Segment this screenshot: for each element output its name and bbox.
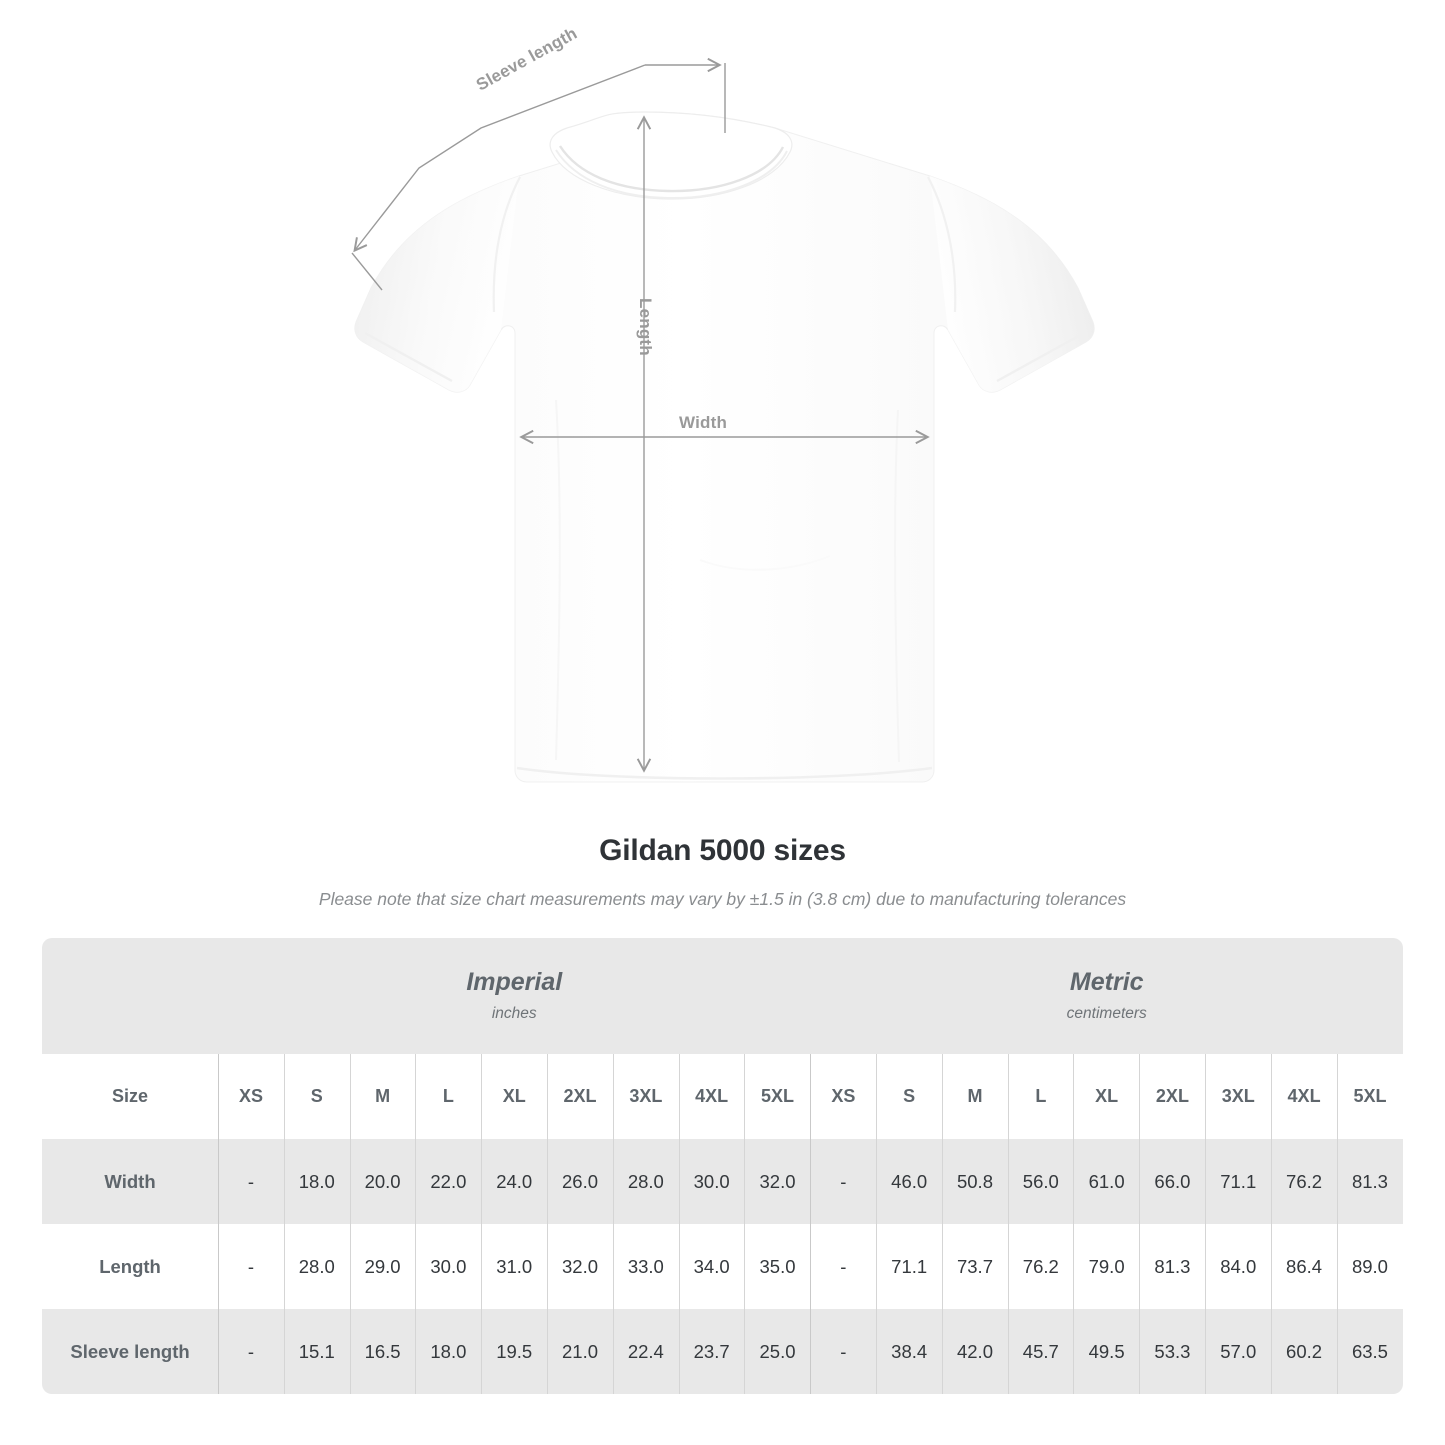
size-header-imperial-5xl: 5XL — [744, 1054, 811, 1139]
cell-length-metric-3xl: 84.0 — [1205, 1224, 1272, 1309]
cell-length-imperial-xl: 31.0 — [481, 1224, 548, 1309]
cell-width-imperial-3xl: 28.0 — [612, 1139, 679, 1224]
cell-width-imperial-2xl: 26.0 — [547, 1139, 613, 1224]
size-header-metric-l: L — [1007, 1054, 1074, 1139]
cell-length-imperial-s: 28.0 — [283, 1224, 350, 1309]
metric-unit-label: centimeters — [1066, 1005, 1147, 1023]
row-label-sleeve-length: Sleeve length — [42, 1309, 219, 1394]
cell-width-imperial-s: 18.0 — [283, 1139, 350, 1224]
cell-length-imperial-m: 29.0 — [349, 1224, 416, 1309]
cell-length-imperial-l: 30.0 — [415, 1224, 482, 1309]
cell-length-imperial-2xl: 32.0 — [547, 1224, 613, 1309]
cell-length-metric-4xl: 86.4 — [1271, 1224, 1337, 1309]
table-row: Width - 18.0 20.0 22.0 24.0 26.0 28.0 30… — [42, 1139, 1403, 1224]
size-header-imperial-s: S — [283, 1054, 350, 1139]
cell-length-imperial-xs: - — [218, 1224, 284, 1309]
size-header-metric-s: S — [876, 1054, 943, 1139]
cell-sleeve-imperial-4xl: 23.7 — [678, 1309, 745, 1394]
cell-sleeve-imperial-2xl: 21.0 — [547, 1309, 613, 1394]
cell-length-metric-l: 76.2 — [1007, 1224, 1074, 1309]
tolerance-note: Please note that size chart measurements… — [318, 889, 1127, 909]
cell-sleeve-metric-4xl: 60.2 — [1271, 1309, 1337, 1394]
size-header-metric-2xl: 2XL — [1139, 1054, 1206, 1139]
cell-length-metric-s: 71.1 — [876, 1224, 943, 1309]
cell-width-imperial-xl: 24.0 — [481, 1139, 548, 1224]
size-header-label: Size — [42, 1054, 219, 1139]
cell-width-metric-s: 46.0 — [876, 1139, 943, 1224]
cell-width-metric-3xl: 71.1 — [1205, 1139, 1272, 1224]
measurement-lines — [351, 57, 930, 773]
imperial-unit-label: inches — [491, 1005, 537, 1023]
tshirt-diagram: Sleeve length Length Width — [351, 24, 1095, 783]
cell-width-imperial-l: 22.0 — [415, 1139, 482, 1224]
size-header-metric-xs: XS — [810, 1054, 877, 1139]
tshirt-illustration — [351, 57, 1095, 783]
size-header-row: Size XS S M L XL 2XL 3XL 4XL 5XL XS S M … — [42, 1054, 1403, 1139]
size-chart-table: Imperial inches Metric centimeters Size … — [42, 938, 1403, 1394]
table-row: Length - 28.0 29.0 30.0 31.0 32.0 33.0 3… — [42, 1224, 1403, 1309]
table-row: Sleeve length - 15.1 16.5 18.0 19.5 21.0… — [42, 1309, 1403, 1394]
metric-banner-cell: Metric centimeters — [810, 938, 1403, 1054]
shirt-body-shape — [354, 111, 1095, 783]
row-label-length: Length — [42, 1224, 219, 1309]
size-chart-table-wrapper: Imperial inches Metric centimeters Size … — [42, 938, 1403, 1394]
size-header-metric-xl: XL — [1073, 1054, 1140, 1139]
cell-sleeve-metric-s: 38.4 — [876, 1309, 943, 1394]
cell-length-imperial-5xl: 35.0 — [744, 1224, 811, 1309]
cell-width-metric-xl: 61.0 — [1073, 1139, 1140, 1224]
page-title: Gildan 5000 sizes — [599, 834, 846, 867]
imperial-label: Imperial — [466, 967, 563, 996]
metric-label: Metric — [1069, 967, 1144, 996]
imperial-banner-cell: Imperial inches — [218, 938, 811, 1054]
row-label-width: Width — [42, 1139, 219, 1224]
cell-width-imperial-m: 20.0 — [349, 1139, 416, 1224]
cell-sleeve-metric-2xl: 53.3 — [1139, 1309, 1206, 1394]
unit-banner-row: Imperial inches Metric centimeters — [42, 938, 1403, 1054]
banner-spacer-left — [42, 938, 219, 1054]
size-header-metric-3xl: 3XL — [1205, 1054, 1272, 1139]
cell-length-metric-m: 73.7 — [942, 1224, 1008, 1309]
size-header-metric-4xl: 4XL — [1271, 1054, 1337, 1139]
chart-title-block: Gildan 5000 sizes Please note that size … — [0, 834, 1445, 910]
cell-sleeve-metric-xs: - — [810, 1309, 877, 1394]
cell-sleeve-metric-xl: 49.5 — [1073, 1309, 1140, 1394]
size-header-imperial-l: L — [415, 1054, 482, 1139]
cell-sleeve-imperial-xs: - — [218, 1309, 284, 1394]
cell-length-metric-5xl: 89.0 — [1336, 1224, 1403, 1309]
size-header-imperial-xs: XS — [218, 1054, 284, 1139]
cell-width-imperial-5xl: 32.0 — [744, 1139, 811, 1224]
cell-sleeve-imperial-xl: 19.5 — [481, 1309, 548, 1394]
size-header-imperial-2xl: 2XL — [547, 1054, 613, 1139]
cell-sleeve-metric-5xl: 63.5 — [1336, 1309, 1403, 1394]
size-header-imperial-4xl: 4XL — [678, 1054, 745, 1139]
cell-width-metric-xs: - — [810, 1139, 877, 1224]
cell-width-imperial-4xl: 30.0 — [678, 1139, 745, 1224]
cell-sleeve-imperial-l: 18.0 — [415, 1309, 482, 1394]
cell-width-metric-4xl: 76.2 — [1271, 1139, 1337, 1224]
size-header-imperial-3xl: 3XL — [612, 1054, 679, 1139]
width-dimension-label: Width — [679, 413, 728, 432]
cell-length-imperial-3xl: 33.0 — [612, 1224, 679, 1309]
size-header-imperial-xl: XL — [481, 1054, 548, 1139]
size-header-metric-m: M — [942, 1054, 1008, 1139]
size-header-imperial-m: M — [349, 1054, 416, 1139]
cell-length-imperial-4xl: 34.0 — [678, 1224, 745, 1309]
cell-sleeve-imperial-m: 16.5 — [349, 1309, 416, 1394]
cell-width-imperial-xs: - — [218, 1139, 284, 1224]
cell-length-metric-xs: - — [810, 1224, 877, 1309]
cell-sleeve-metric-l: 45.7 — [1007, 1309, 1074, 1394]
length-dimension-label: Length — [636, 298, 655, 356]
cell-width-metric-l: 56.0 — [1007, 1139, 1074, 1224]
cell-sleeve-imperial-5xl: 25.0 — [744, 1309, 811, 1394]
cell-width-metric-5xl: 81.3 — [1336, 1139, 1403, 1224]
cell-length-metric-2xl: 81.3 — [1139, 1224, 1206, 1309]
cell-sleeve-imperial-s: 15.1 — [283, 1309, 350, 1394]
cell-length-metric-xl: 79.0 — [1073, 1224, 1140, 1309]
cell-width-metric-2xl: 66.0 — [1139, 1139, 1206, 1224]
size-header-metric-5xl: 5XL — [1336, 1054, 1403, 1139]
cell-sleeve-imperial-3xl: 22.4 — [612, 1309, 679, 1394]
cell-sleeve-metric-3xl: 57.0 — [1205, 1309, 1272, 1394]
cell-width-metric-m: 50.8 — [942, 1139, 1008, 1224]
cell-sleeve-metric-m: 42.0 — [942, 1309, 1008, 1394]
